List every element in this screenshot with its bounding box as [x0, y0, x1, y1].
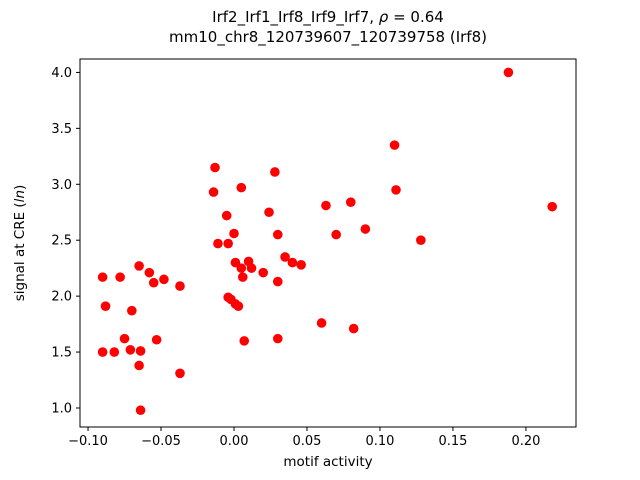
data-point	[175, 281, 185, 291]
data-point	[272, 333, 283, 344]
data-point	[210, 162, 220, 173]
y-tick-label: 2.5	[51, 234, 72, 249]
y-axis-label: signal at CRE (ln)	[12, 185, 28, 302]
data-point	[360, 224, 371, 234]
data-point	[223, 238, 233, 249]
data-point	[345, 197, 356, 207]
chart-title-text: Irf2_Irf1_Irf8_Irf9_Irf7,	[212, 8, 379, 27]
y-axis-label-suffix: )	[12, 185, 28, 190]
data-point	[144, 267, 155, 278]
data-point	[151, 334, 162, 345]
x-tick-label: 0.15	[438, 434, 467, 449]
data-point	[233, 301, 244, 311]
data-point	[97, 347, 108, 357]
data-point	[115, 272, 125, 282]
y-tick-label: 1.5	[51, 346, 72, 361]
data-point	[331, 229, 341, 240]
y-tick-label: 3.5	[51, 122, 72, 137]
y-axis-label-ln: ln	[12, 190, 28, 202]
data-point	[272, 276, 283, 287]
x-axis-label: motif activity	[283, 454, 372, 470]
data-point	[272, 229, 283, 240]
data-point	[148, 277, 159, 288]
chart-subtitle: mm10_chr8_120739607_120739758 (Irf8)	[169, 28, 487, 47]
data-point	[213, 238, 223, 249]
data-point	[239, 336, 250, 346]
axes-frame	[79, 58, 577, 428]
data-point	[229, 228, 239, 239]
data-point	[246, 263, 257, 273]
chart-title: Irf2_Irf1_Irf8_Irf9_Irf7, ρ = 0.64	[212, 8, 444, 27]
data-point	[100, 301, 111, 311]
data-point	[175, 368, 185, 379]
data-point	[97, 272, 108, 282]
data-point	[547, 201, 558, 212]
x-tick-label: −0.10	[68, 434, 108, 449]
y-tick-label: 3.0	[51, 178, 72, 193]
data-point	[221, 210, 232, 221]
y-tick-label: 1.0	[51, 401, 72, 416]
y-tick-label: 2.0	[51, 290, 72, 305]
data-point	[416, 235, 426, 246]
data-point	[389, 140, 400, 150]
data-point	[503, 67, 514, 78]
data-point	[321, 200, 331, 211]
data-point	[236, 263, 247, 273]
scatter-points-layer	[97, 67, 558, 416]
x-tick-label: 0.20	[511, 434, 540, 449]
x-tick-label: 0.00	[220, 434, 249, 449]
data-point	[296, 260, 306, 270]
y-axis-label-prefix: signal at CRE (	[12, 202, 28, 301]
data-point	[237, 272, 248, 282]
data-point	[127, 305, 137, 316]
ticks-layer: −0.10 −0.05 0.00 0.05 0.10 0.15 0.20 1.0 1.5 2.0 2…	[51, 66, 540, 449]
data-point	[135, 405, 146, 416]
x-tick-label: 0.05	[293, 434, 322, 449]
data-point	[119, 333, 130, 344]
data-point	[208, 187, 219, 197]
data-point	[348, 323, 359, 334]
data-point	[125, 345, 136, 355]
data-point	[258, 267, 268, 278]
data-point	[280, 252, 290, 262]
data-point	[391, 185, 401, 195]
rho-symbol: ρ	[379, 8, 389, 26]
data-point	[109, 347, 120, 357]
x-tick-label: −0.05	[141, 434, 181, 449]
y-tick-label: 4.0	[51, 66, 72, 81]
data-point	[134, 360, 144, 371]
x-tick-label: 0.10	[365, 434, 394, 449]
data-point	[287, 257, 298, 268]
chart-title-rho-value: = 0.64	[388, 8, 444, 26]
data-point	[134, 261, 144, 271]
data-point	[316, 318, 327, 328]
data-point	[236, 182, 247, 193]
data-point	[270, 167, 280, 177]
data-point	[159, 274, 169, 285]
data-point	[264, 207, 274, 218]
data-point	[135, 346, 146, 356]
